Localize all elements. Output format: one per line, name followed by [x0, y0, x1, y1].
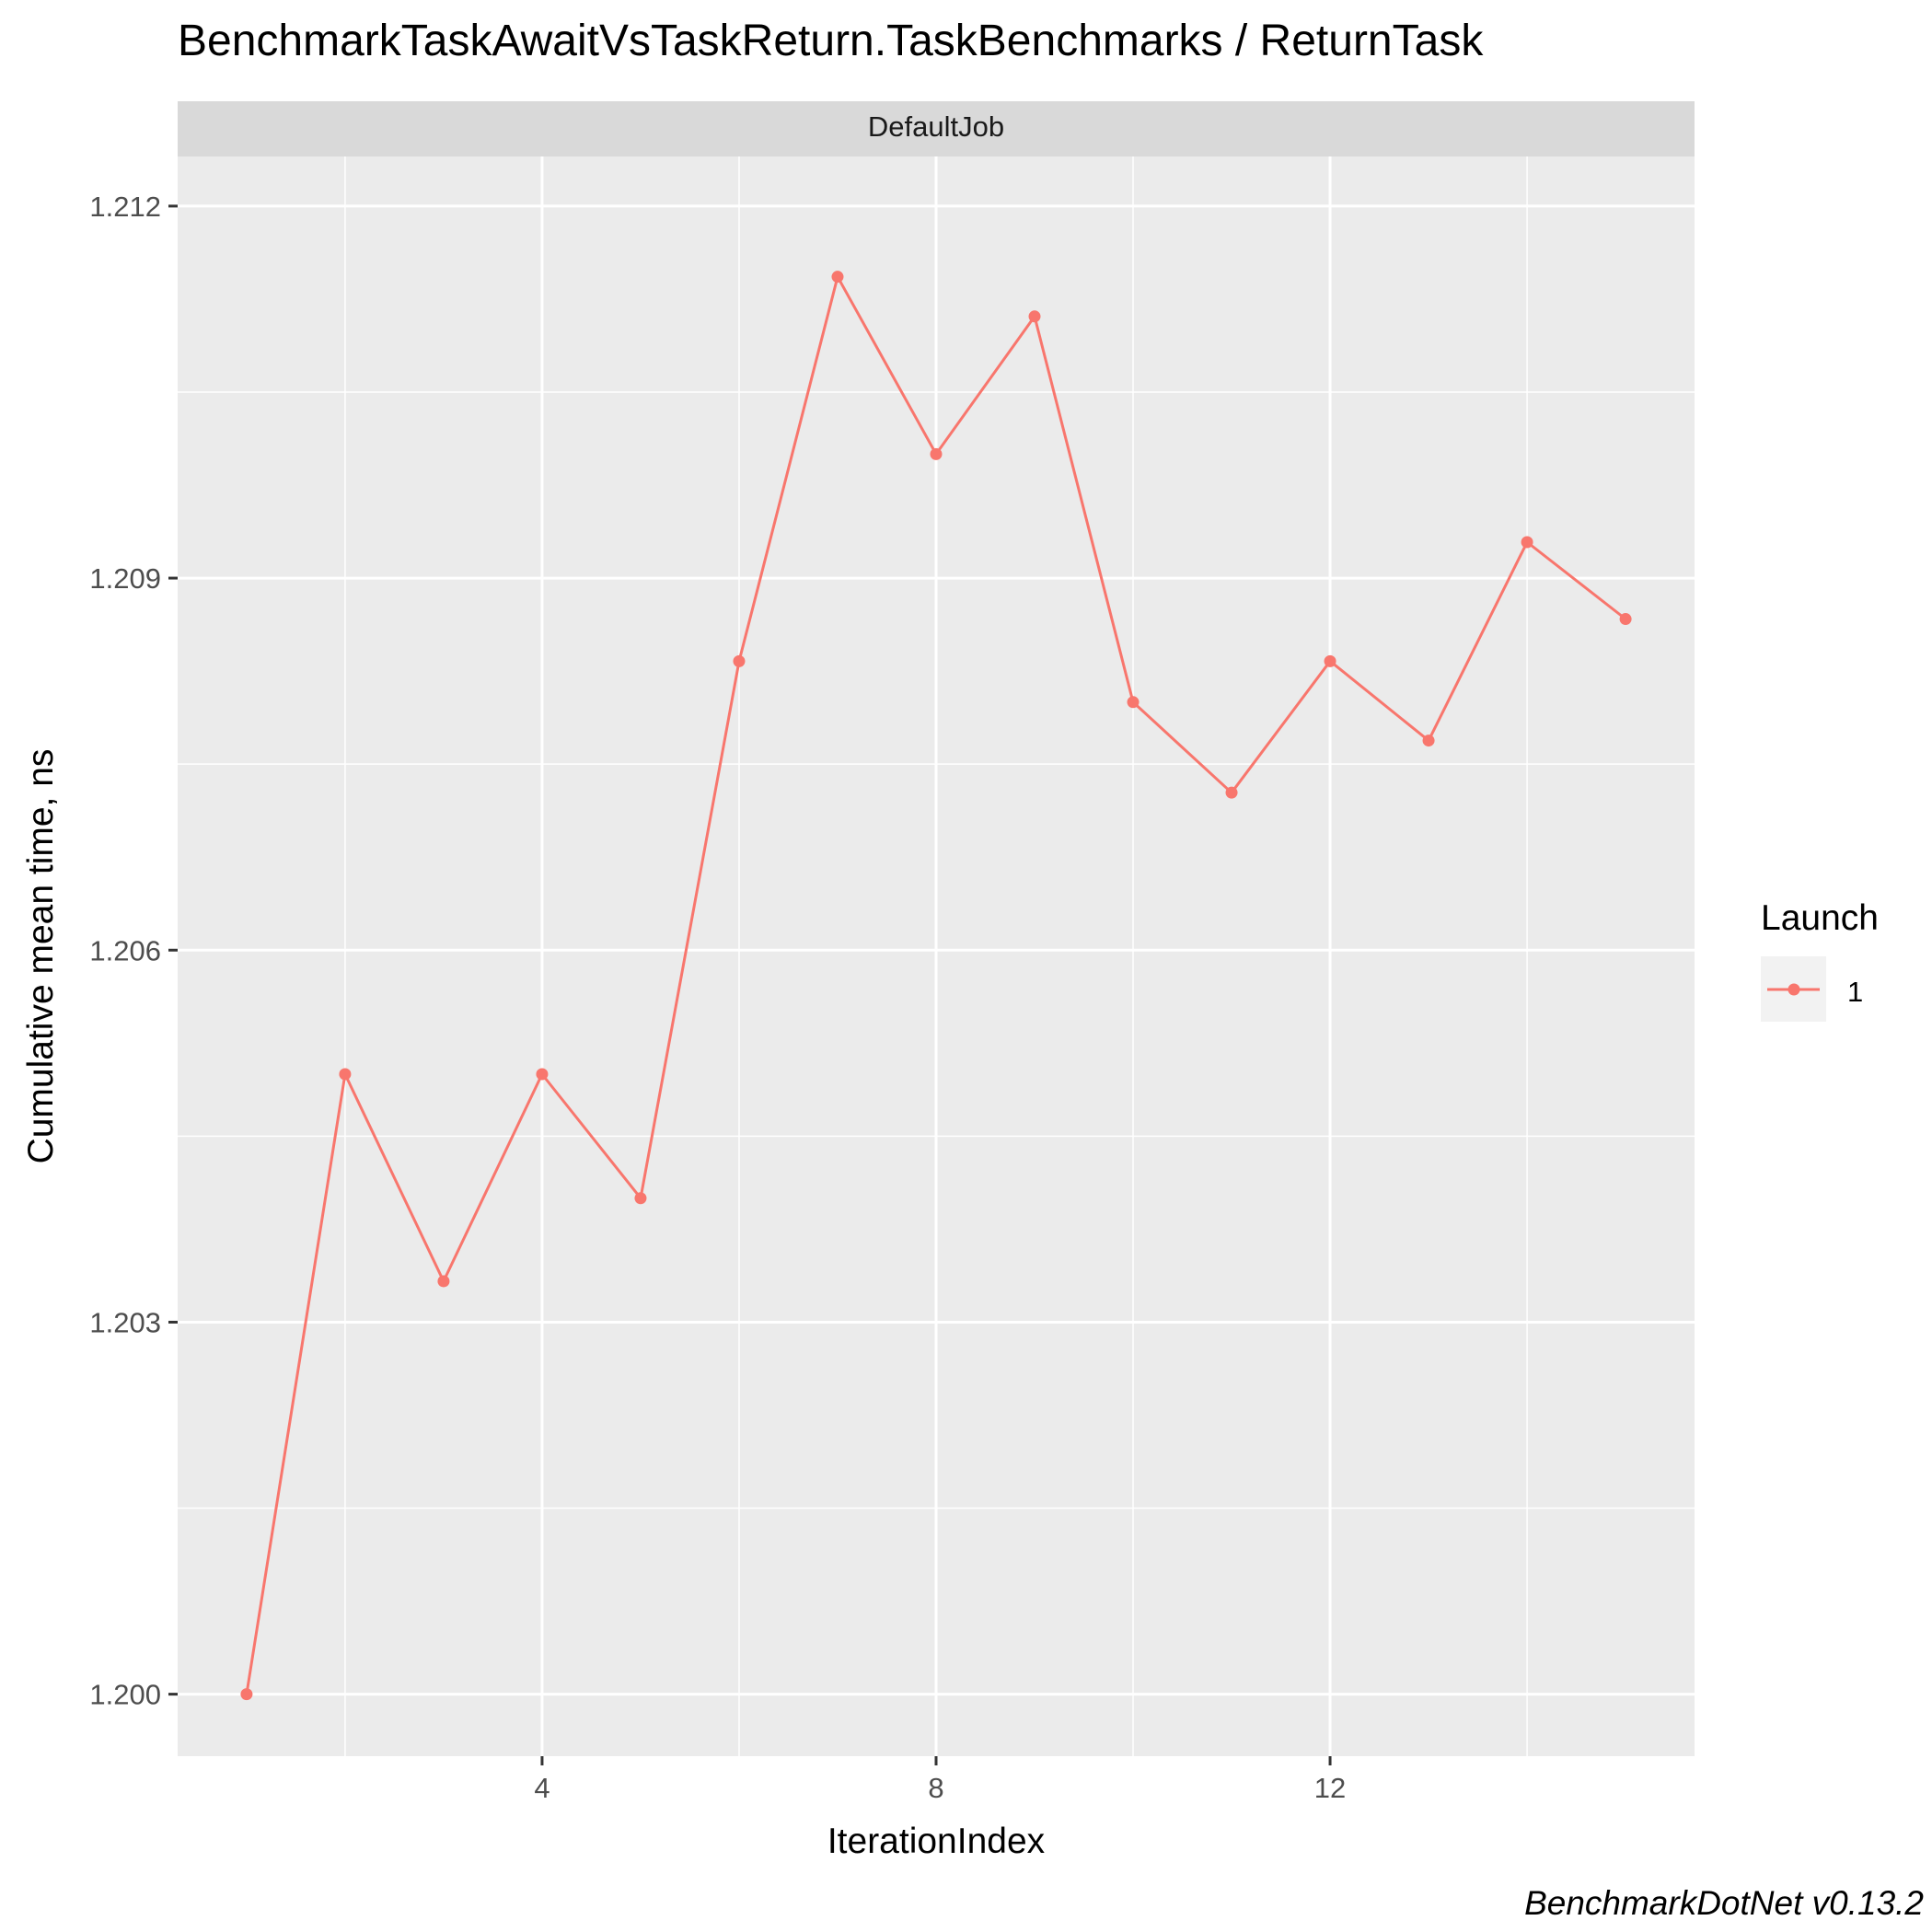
facet-label: DefaultJob: [868, 110, 1004, 143]
facet-strip: [178, 101, 1695, 156]
data-point: [1225, 786, 1238, 799]
series-layer: [240, 271, 1632, 1701]
x-tick-label: 4: [534, 1772, 550, 1804]
y-tick-label: 1.212: [89, 191, 161, 223]
x-tick-label: 8: [928, 1772, 943, 1804]
data-point: [1521, 536, 1533, 549]
data-point: [339, 1068, 352, 1081]
data-point: [536, 1068, 549, 1081]
caption: BenchmarkDotNet v0.13.2: [1524, 1884, 1924, 1922]
x-axis-tick-labels: 4 8 12: [534, 1772, 1346, 1804]
y-axis-tick-labels: 1.200 1.203 1.206 1.209 1.212: [89, 191, 161, 1711]
x-tick-label: 12: [1314, 1772, 1346, 1804]
y-tick-label: 1.206: [89, 934, 161, 966]
data-point: [831, 271, 844, 283]
y-tick-label: 1.200: [89, 1679, 161, 1711]
legend-title: Launch: [1761, 898, 1879, 938]
y-tick-label: 1.203: [89, 1306, 161, 1338]
legend-entry-label: 1: [1847, 976, 1863, 1008]
data-point: [240, 1688, 253, 1701]
chart-title: BenchmarkTaskAwaitVsTaskReturn.TaskBench…: [178, 17, 1484, 65]
legend-key-point: [1787, 983, 1800, 996]
data-point: [1422, 735, 1435, 747]
data-point: [930, 447, 943, 460]
data-point: [437, 1275, 450, 1288]
data-point: [1127, 696, 1140, 709]
data-point: [1324, 654, 1336, 667]
data-point: [1619, 613, 1632, 626]
major-gridlines: [178, 156, 1695, 1756]
x-axis-label: IterationIndex: [827, 1822, 1046, 1861]
y-axis-label: Cumulative mean time, ns: [21, 749, 61, 1164]
data-point: [1028, 310, 1041, 323]
data-point: [733, 654, 746, 667]
axis-ticks: [168, 204, 1332, 1765]
y-tick-label: 1.209: [89, 562, 161, 595]
data-point: [634, 1192, 647, 1205]
